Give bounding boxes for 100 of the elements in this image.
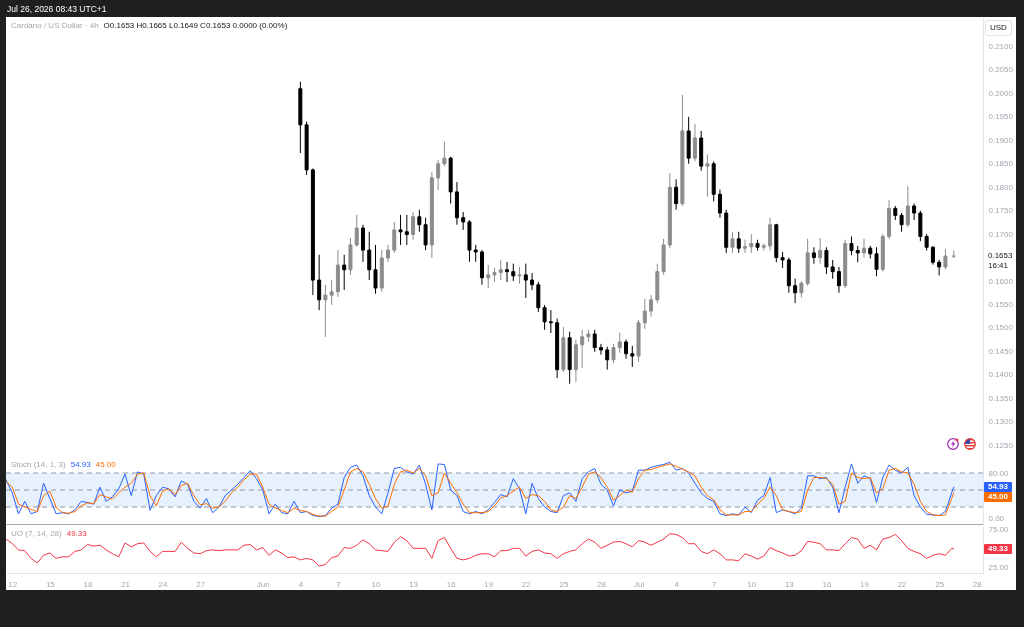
x-tick-label: 27 [196,579,206,589]
candlestick [642,298,647,330]
annotation: 49.33 [66,529,87,538]
candlestick [505,261,510,283]
candlestick [542,304,547,331]
y-tick-label: 0.2100 [988,42,1014,52]
y-tick-label: 0.1950 [988,112,1014,122]
y-tick-label: 0.1350 [988,393,1014,403]
candlestick [818,237,823,265]
candlestick [630,345,635,368]
candlestick [649,294,654,318]
y-tick-label: 0.1850 [988,159,1014,169]
x-tick-label: 28 [972,579,983,589]
x-tick-label: 21 [121,579,131,589]
y-tick-label: 80.00 [988,468,1010,478]
candlestick [498,259,503,281]
y-tick-label: 0.1750 [988,206,1014,216]
candlestick [862,238,867,259]
x-tick-label: 25 [559,579,569,589]
candlestick [717,189,722,219]
candlestick [486,264,491,289]
candlestick [436,159,441,191]
candlestick [367,231,372,281]
x-tick-label: 24 [158,579,169,589]
y-axis-title: USD [985,20,1012,36]
y-tick-label: 0.1600 [988,276,1014,286]
text: 16:41 [988,261,1009,272]
x-tick-label: 13 [784,579,795,589]
y-tick-label: 0.1700 [988,229,1014,239]
x-tick-label: 19 [860,579,870,589]
x-tick-label: 12 [8,579,18,589]
candlestick [705,153,710,198]
candlestick [749,233,754,254]
y-tick-label: 0.2050 [988,65,1014,75]
text: 45.00 [987,492,1009,502]
y-tick-label: 0.00 [988,513,1005,523]
candlestick [373,244,378,295]
candlestick [580,329,585,369]
annotation: 54.93 [70,460,91,469]
candlestick [442,141,447,167]
candlestick [323,284,328,338]
candlestick [849,235,854,256]
x-tick-label: 28 [597,579,607,589]
x-tick-label: 22 [521,579,532,589]
candlestick [617,332,622,354]
candlestick [398,214,403,246]
text: Cardano / US Dollar · 4h [11,21,99,30]
candlestick [905,185,910,228]
x-tick-label: 7 [711,579,717,589]
x-tick-label: 19 [484,579,494,589]
candlestick [811,246,816,265]
x-tick-label: 16 [822,579,832,589]
candlestick [329,279,334,306]
line-series [6,533,955,567]
x-tick-label: 7 [336,579,342,589]
candlestick [592,329,597,353]
candlestick [598,343,603,356]
candlestick [743,239,748,254]
candlestick [423,217,428,251]
candlestick [793,278,798,304]
text: 49.33 [987,543,1009,553]
candlestick [548,309,553,334]
candlestick [411,211,416,241]
candlestick [392,221,397,254]
y-tick-label: 75.00 [988,524,1010,534]
candlestick [605,346,610,371]
annotation: 45.00 [95,460,116,469]
text: 54.93 [987,482,1009,492]
candlestick [768,217,773,252]
x-tick-label: Jul [633,579,645,589]
x-tick-label: 13 [409,579,419,589]
candlestick [530,272,535,291]
candlestick [611,343,616,364]
candlestick [830,259,835,280]
candlestick [523,263,528,299]
candlestick [342,254,347,291]
y-tick-label: 0.1400 [988,370,1014,380]
candlestick [730,231,735,254]
text: Stoch (14, 1, 3) [11,460,66,469]
candlestick [354,214,359,248]
x-tick-label: 4 [298,579,304,589]
x-tick-label: 10 [747,579,757,589]
y-tick-label: 0.1300 [988,417,1014,427]
y-tick-label: 0.2000 [988,88,1014,98]
x-tick-label: 4 [674,579,680,589]
candlestick [836,266,841,294]
candlestick [674,178,679,211]
x-tick-label: Jun [256,579,270,589]
text: O0.1653 H0.1665 L0.1649 C0.1653 0.0000 (0.00%) [103,21,288,30]
candlestick [417,209,422,233]
x-tick-label: 10 [371,579,381,589]
candlestick [930,245,935,266]
candlestick [404,214,409,246]
candlestick [360,224,365,263]
candlestick [943,248,948,270]
x-tick-label: 16 [446,579,457,589]
candlestick [317,254,322,311]
y-tick-label: 0.1500 [988,323,1014,333]
x-tick-label: 25 [935,579,945,589]
y-tick-label: 0.1450 [988,346,1014,356]
